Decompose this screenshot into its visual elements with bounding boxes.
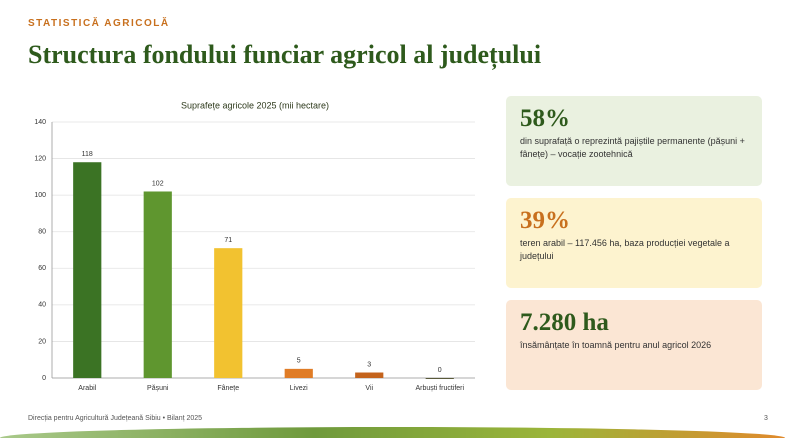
value-label: 102 <box>152 180 164 187</box>
value-label: 71 <box>224 237 232 244</box>
bar <box>73 162 102 378</box>
x-tick-label: Fânețe <box>217 385 239 392</box>
value-label: 5 <box>297 358 301 365</box>
kicker: STATISTICĂ AGRICOLĂ <box>28 18 170 29</box>
y-tick-label: 20 <box>38 338 46 345</box>
bar <box>214 248 243 378</box>
footer-source: Direcția pentru Agricultură Județeană Si… <box>28 415 203 422</box>
stat-figure: 39% <box>520 207 570 234</box>
bar <box>355 372 384 378</box>
y-tick-label: 100 <box>34 192 46 199</box>
page-number: 3 <box>764 415 768 422</box>
chart: Suprafețe agricole 2025 (mii hectare) 0 2… <box>34 100 475 392</box>
stat-figure: 7.280 ha <box>520 309 609 336</box>
bar <box>143 191 172 378</box>
y-tick-label: 40 <box>38 302 46 309</box>
stat-text: teren arabil – 117.456 ha, baza producți… <box>520 238 730 261</box>
stat-figure: 58% <box>520 105 570 132</box>
value-label: 3 <box>367 361 371 368</box>
stat-card: 58% din suprafață o reprezintă pajiștile… <box>506 96 762 186</box>
y-tick-label: 80 <box>38 229 46 236</box>
y-tick-label: 140 <box>34 119 46 126</box>
y-tick-label: 120 <box>34 155 46 162</box>
x-tick-label: Vii <box>365 385 373 392</box>
stat-card: 39% teren arabil – 117.456 ha, baza prod… <box>506 198 762 288</box>
bar <box>284 368 313 378</box>
x-tick-label: Pășuni <box>147 385 169 392</box>
stat-card: 7.280 ha însămânțate în toamnă pentru an… <box>506 300 762 390</box>
bar <box>425 378 454 379</box>
value-label: 0 <box>438 367 442 374</box>
y-tick-label: 60 <box>38 265 46 272</box>
value-label: 118 <box>82 151 93 158</box>
stat-text: însămânțate în toamnă pentru anul agrico… <box>520 340 712 350</box>
stat-text: din suprafață o reprezintă pajiștile per… <box>520 136 745 159</box>
chart-title: Suprafețe agricole 2025 (mii hectare) <box>181 100 329 110</box>
decor-stripe <box>0 427 785 438</box>
x-tick-label: Arabil <box>78 385 96 392</box>
slide-title: Structura fondului funciar agricol al ju… <box>28 40 542 69</box>
y-tick-label: 0 <box>42 375 46 382</box>
x-tick-label: Arbuști fructiferi <box>415 385 464 392</box>
x-tick-label: Livezi <box>290 385 308 392</box>
